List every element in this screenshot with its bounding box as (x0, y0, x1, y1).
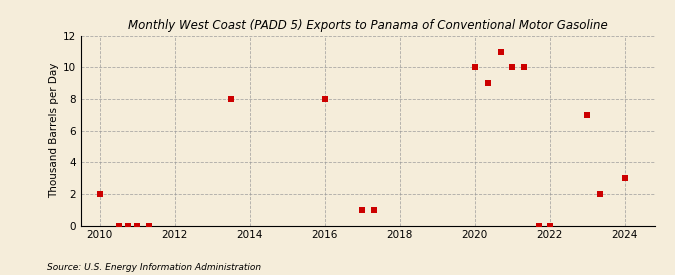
Point (595, 192, 605, 196)
Point (533, 223, 544, 228)
Point (143, 223, 154, 228)
Point (582, 113, 593, 117)
Point (469, 65, 480, 70)
Point (95, 192, 105, 196)
Point (113, 223, 124, 228)
Point (620, 176, 630, 180)
Point (225, 97, 236, 101)
Point (122, 223, 133, 228)
Title: Monthly West Coast (PADD 5) Exports to Panama of Conventional Motor Gasoline: Monthly West Coast (PADD 5) Exports to P… (128, 19, 608, 32)
Point (507, 65, 518, 70)
Point (357, 207, 368, 212)
Point (495, 50, 506, 54)
Point (319, 97, 330, 101)
Text: Source: U.S. Energy Information Administration: Source: U.S. Energy Information Administ… (47, 263, 261, 272)
Point (483, 81, 493, 85)
Point (132, 223, 142, 228)
Point (518, 65, 529, 70)
Point (368, 207, 379, 212)
Y-axis label: Thousand Barrels per Day: Thousand Barrels per Day (49, 63, 59, 198)
Point (544, 223, 555, 228)
